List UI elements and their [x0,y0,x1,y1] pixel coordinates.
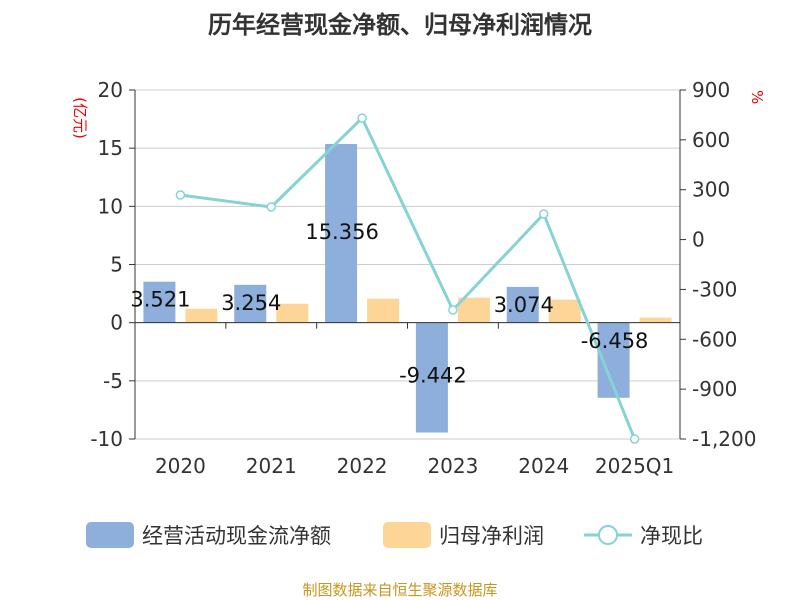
bar [325,144,358,323]
legend-swatch-cashflow [86,522,134,548]
bar [234,284,267,323]
x-tick-label: 2020 [155,454,206,478]
y-tick-label: -5 [103,369,123,393]
legend-marker-ratio [598,525,618,545]
y2-tick-label: 0 [692,228,705,252]
y-tick-label: 10 [98,194,123,218]
x-tick-label: 2023 [427,454,478,478]
y-axis-label: (亿元) [71,97,89,139]
bar-data-label: -9.442 [399,364,467,388]
ratio-line [180,115,636,440]
bar [185,308,218,323]
ratio-point [175,190,186,200]
bar-data-label: 3.521 [130,288,190,312]
legend-swatch-profit [383,522,431,548]
x-tick-label: 2021 [246,454,297,478]
bar [415,322,448,433]
ratio-point [629,434,640,444]
ratio-point [357,113,367,123]
y2-tick-label: -900 [692,377,737,401]
bar [506,286,539,323]
y2-tick-label: -300 [692,277,737,301]
y2-tick-label: 300 [692,178,730,202]
y2-tick-label: -1,200 [692,427,756,451]
bar [367,298,400,323]
x-tick-label: 2022 [337,454,388,478]
chart-title: 历年经营现金净额、归母净利润情况 [208,11,592,39]
y2-tick-label: 600 [692,128,730,152]
ratio-point [539,209,549,219]
bar [548,299,581,323]
y2-tick-label: -600 [692,327,737,351]
bar-data-label: 15.356 [305,220,378,244]
bar [639,317,672,323]
bar-data-label: 3.074 [494,293,554,317]
y2-tick-label: 900 [692,78,730,102]
y-tick-label: -10 [90,427,123,451]
ratio-point [266,202,276,212]
legend-label-ratio: 净现比 [640,524,703,548]
bar [276,303,309,323]
legend-label-profit: 归母净利润 [439,524,544,548]
legend-label-cashflow: 经营活动现金流净额 [142,524,331,548]
y-tick-label: 5 [110,253,123,277]
x-tick-label: 2024 [518,454,569,478]
source-note: 制图数据来自恒生聚源数据库 [302,581,497,599]
ratio-point [448,305,458,315]
bar [457,297,490,323]
x-tick-label: 2025Q1 [595,454,674,478]
y2-axis-label: % [748,90,766,104]
y-tick-label: 15 [98,136,123,160]
y-tick-label: 20 [98,78,123,102]
y-tick-label: 0 [110,311,123,335]
bar [143,281,176,323]
bar-data-label: -6.458 [581,329,649,353]
bar-data-label: 3.254 [221,291,281,315]
